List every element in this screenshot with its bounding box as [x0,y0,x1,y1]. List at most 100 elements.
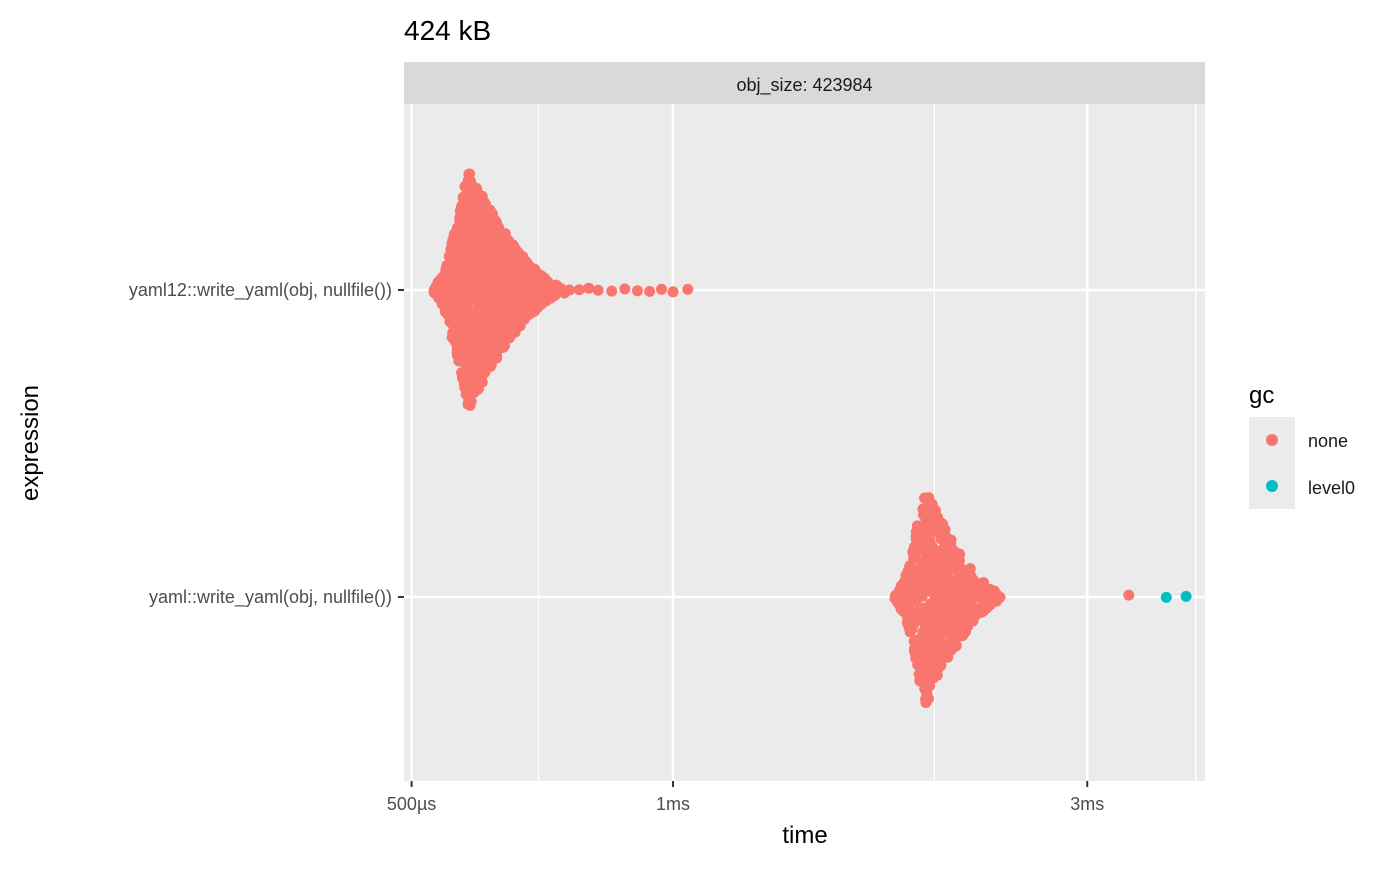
data-point-none [436,298,448,310]
data-point-none [965,570,977,582]
data-point-none [503,294,515,306]
data-point-none [592,284,604,296]
data-point-none [451,226,463,238]
data-point-none [462,378,474,390]
data-point-none [469,193,481,205]
data-point-none [485,253,497,265]
data-point-none [470,235,481,247]
data-point-none [521,285,533,297]
data-point-none [564,284,575,296]
data-point-none [923,528,935,540]
data-point-none [480,241,492,253]
data-point-none [974,592,986,604]
data-point-none [474,226,486,238]
data-point-none [902,582,914,594]
data-point-none [493,259,505,271]
data-point-none [529,263,541,275]
grid-layer [404,104,1205,781]
data-point-none [484,339,496,351]
x-tick-label: 500µs [387,794,436,814]
data-point-none [924,537,936,549]
data-point-none [463,364,475,376]
legend-key-level0 [1266,480,1278,492]
data-point-none [903,605,914,617]
data-point-none [947,624,959,635]
data-point-none [915,542,927,553]
data-point-none [465,182,477,194]
data-point-none [464,316,476,328]
data-point-none [966,585,978,597]
points-layer [428,168,1192,708]
data-point-none [915,644,927,656]
data-point-none [938,542,950,554]
data-point-none [555,283,567,295]
legend-title: gc [1249,382,1274,409]
plot-panel [404,104,1205,781]
data-point-level0 [1180,590,1192,602]
data-point-none [918,665,930,677]
data-point-none [980,599,992,611]
data-point-none [923,507,935,519]
data-point-none [485,314,497,326]
data-point-none [472,247,484,259]
data-point-none [441,288,453,300]
data-point-none [682,283,694,295]
data-point-none [500,328,512,340]
data-point-none [934,635,946,647]
data-point-none [468,202,480,214]
data-point-none [473,383,484,395]
data-point-none [446,331,458,343]
data-point-none [908,548,920,560]
data-point-none [517,273,529,285]
data-point-none [925,586,937,598]
y-tick-label: yaml::write_yaml(obj, nullfile()) [149,587,392,608]
data-point-none [503,247,515,259]
data-point-none [1123,589,1135,601]
data-point-none [493,328,504,340]
data-point-none [933,570,945,582]
data-point-level0 [1160,591,1172,603]
data-point-none [456,311,468,323]
data-point-none [955,605,967,617]
data-point-none [481,302,493,313]
data-point-none [963,595,975,607]
axis-layer: 500µs 1ms 3ms yaml12::write_yaml(obj, nullf… [129,280,1104,814]
data-point-none [446,272,458,284]
data-point-none [606,285,618,297]
data-point-none [573,284,585,296]
data-point-none [472,218,484,230]
data-point-none [470,295,482,307]
data-point-none [920,697,932,708]
data-point-none [917,557,929,569]
data-point-none [913,524,925,536]
facet-strip [404,62,1205,104]
data-point-none [956,563,968,575]
data-point-none [925,561,937,573]
data-point-none [946,589,958,601]
data-point-none [450,299,462,311]
chart-title: 424 kB [404,15,491,46]
x-tick-label: 3ms [1070,794,1104,814]
data-point-none [475,374,487,386]
data-point-none [935,623,946,635]
data-point-none [984,584,996,596]
data-point-none [904,624,916,636]
data-point-none [945,534,957,546]
data-point-none [930,647,942,658]
data-point-none [491,301,503,312]
data-point-none [950,639,962,651]
y-axis-title: expression [17,385,44,501]
data-point-none [465,282,477,294]
data-point-none [972,607,984,619]
x-tick-label: 1ms [656,794,690,814]
data-point-none [474,285,486,297]
data-point-none [473,272,485,284]
data-point-none [644,285,656,297]
data-point-none [927,546,938,558]
data-point-none [910,596,921,608]
facet-label: obj_size: 423984 [736,75,872,96]
data-point-none [917,611,929,623]
data-point-none [950,578,962,590]
data-point-none [447,308,459,320]
